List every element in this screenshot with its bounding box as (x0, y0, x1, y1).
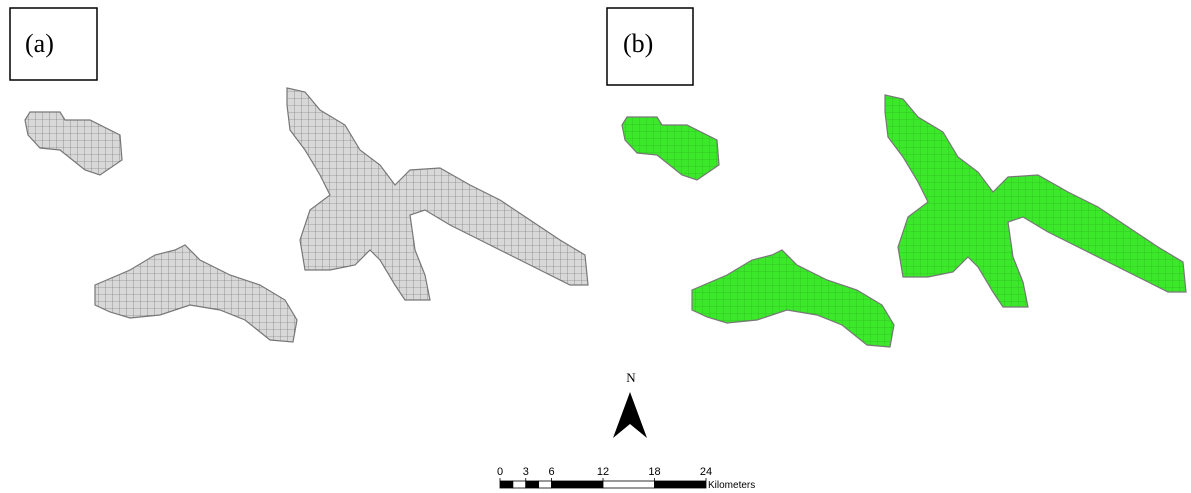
scale-segment (526, 481, 539, 488)
scale-segment (552, 481, 604, 488)
region (95, 245, 297, 342)
panel-label: (b) (623, 29, 653, 58)
scale-segment (655, 481, 707, 488)
panel-label: (a) (25, 29, 54, 58)
scale-segment (603, 481, 655, 488)
region (287, 88, 588, 300)
map-figure: (a) (b) N 0 3 6 12 18 24 Kilometers (0, 0, 1191, 493)
panel-a: (a) (10, 8, 588, 342)
scale-segment (539, 481, 552, 488)
arrow (613, 392, 647, 438)
north-label: N (626, 370, 636, 385)
region (692, 250, 894, 347)
scale-segment (500, 481, 513, 488)
region (25, 112, 122, 175)
scale-bar: 0 3 6 12 18 24 Kilometers (497, 466, 755, 491)
region (885, 95, 1186, 307)
scale-unit: Kilometers (708, 480, 755, 491)
panel-b: (b) (607, 8, 1186, 347)
scale-segment (513, 481, 526, 488)
scale-label: 12 (597, 466, 609, 478)
scale-label: 6 (548, 466, 554, 478)
region (622, 117, 719, 180)
north-arrow: N (613, 370, 647, 438)
scale-label: 3 (523, 466, 529, 478)
scale-label: 18 (648, 466, 660, 478)
scale-label: 24 (700, 466, 712, 478)
scale-label: 0 (497, 466, 503, 478)
